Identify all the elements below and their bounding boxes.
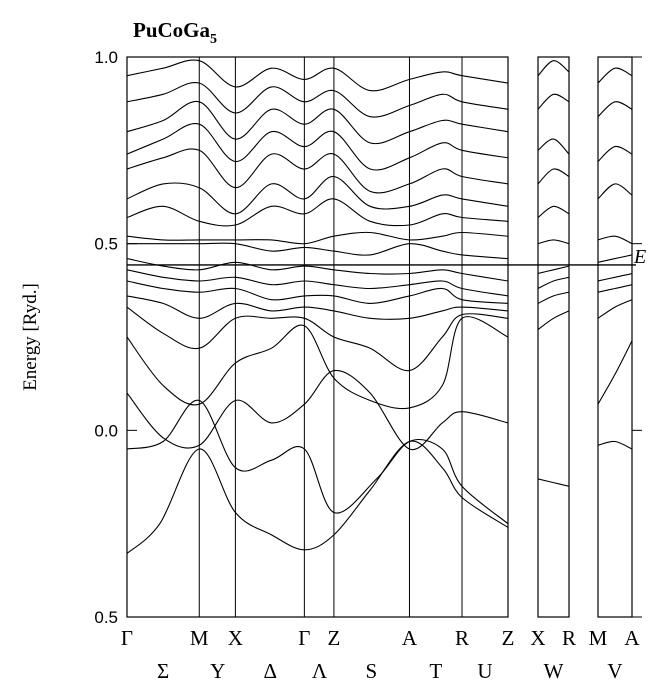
k-point-label: Γ	[121, 626, 133, 650]
band-line	[127, 306, 508, 372]
k-point-label: A	[402, 626, 418, 650]
band-line	[538, 265, 569, 275]
k-path-label: T	[429, 659, 442, 683]
band-line	[538, 478, 569, 487]
k-point-label: X	[228, 626, 243, 650]
k-point-label: M	[190, 626, 209, 650]
band-line	[127, 82, 508, 118]
fermi-label: E	[633, 246, 646, 268]
band-line	[538, 276, 569, 289]
band-line	[538, 138, 569, 155]
band-line	[538, 93, 569, 110]
band-line	[598, 299, 632, 319]
band-line	[127, 100, 508, 145]
band-line	[598, 183, 632, 200]
k-path-label: Σ	[157, 659, 169, 683]
band-line	[538, 291, 569, 304]
k-path-label: Y	[210, 659, 225, 683]
band-line	[598, 284, 632, 293]
panels	[126, 56, 633, 618]
y-tick-label: 0.5	[94, 608, 118, 627]
k-point-label: Z	[502, 626, 515, 650]
fermi-level: E	[127, 246, 646, 268]
k-path-label: U	[477, 659, 492, 683]
band-line	[598, 272, 632, 282]
y-tick-label: 1.0	[94, 48, 118, 67]
band-line	[127, 440, 508, 554]
band-line	[127, 123, 508, 171]
k-path-label: S	[366, 659, 378, 683]
k-point-label: M	[589, 626, 608, 650]
band-line	[538, 205, 569, 218]
band-line	[538, 168, 569, 185]
band-line	[127, 369, 508, 451]
k-point-label: R	[562, 626, 576, 650]
k-point-label: A	[624, 626, 640, 650]
y-tick-label: 0.5	[94, 235, 118, 254]
band-line	[127, 175, 508, 215]
band-line	[598, 235, 632, 245]
panel-frame	[597, 56, 633, 618]
band-line	[598, 67, 632, 84]
band-line	[127, 59, 508, 92]
k-point-label: Z	[328, 626, 341, 650]
band-line	[598, 254, 632, 263]
y-axis-label: Energy [Ryd.]	[20, 283, 41, 391]
band-line	[127, 399, 508, 525]
k-path-label: W	[544, 659, 564, 683]
k-point-label: X	[530, 626, 545, 650]
band-line	[127, 198, 508, 227]
y-axis-ticks: 1.0 0.5 0.0 0.5	[94, 48, 642, 627]
panel-bands	[538, 60, 569, 487]
band-line	[127, 231, 508, 245]
chart-title: PuCoGa5	[133, 18, 217, 47]
panel-bands	[598, 67, 632, 450]
band-line	[538, 239, 569, 245]
band-line	[598, 340, 632, 405]
band-line	[127, 269, 508, 297]
k-point-label: Γ	[298, 626, 310, 650]
band-line	[127, 280, 508, 304]
band-line	[127, 242, 508, 260]
band-line	[538, 60, 569, 77]
band-line	[538, 310, 569, 330]
band-line	[598, 145, 632, 162]
panel-frame	[126, 56, 509, 618]
band-line	[127, 295, 508, 320]
k-path-label: Δ	[263, 659, 277, 683]
band-line	[598, 101, 632, 118]
k-point-labels: Γ M X Γ Z A R ZΣ Y Δ Λ S T UX RWM AV	[121, 626, 640, 683]
panel-frame	[537, 56, 570, 618]
band-line	[127, 148, 508, 194]
y-tick-label: 0.0	[94, 421, 118, 440]
k-path-label: V	[607, 659, 622, 683]
band-line	[127, 258, 508, 282]
k-point-label: R	[455, 626, 469, 650]
band-line	[598, 440, 632, 450]
k-path-label: Λ	[312, 659, 328, 683]
band-line	[127, 316, 508, 410]
panel-bands	[127, 57, 508, 617]
